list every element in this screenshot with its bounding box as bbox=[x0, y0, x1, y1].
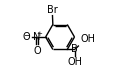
Text: O: O bbox=[23, 32, 30, 42]
Text: −: − bbox=[23, 31, 29, 40]
Text: O: O bbox=[33, 46, 41, 56]
Text: OH: OH bbox=[81, 34, 96, 44]
Text: +: + bbox=[36, 31, 42, 37]
Text: Br: Br bbox=[47, 5, 58, 15]
Text: OH: OH bbox=[67, 57, 82, 67]
Text: B: B bbox=[71, 44, 78, 54]
Text: N: N bbox=[33, 32, 41, 42]
